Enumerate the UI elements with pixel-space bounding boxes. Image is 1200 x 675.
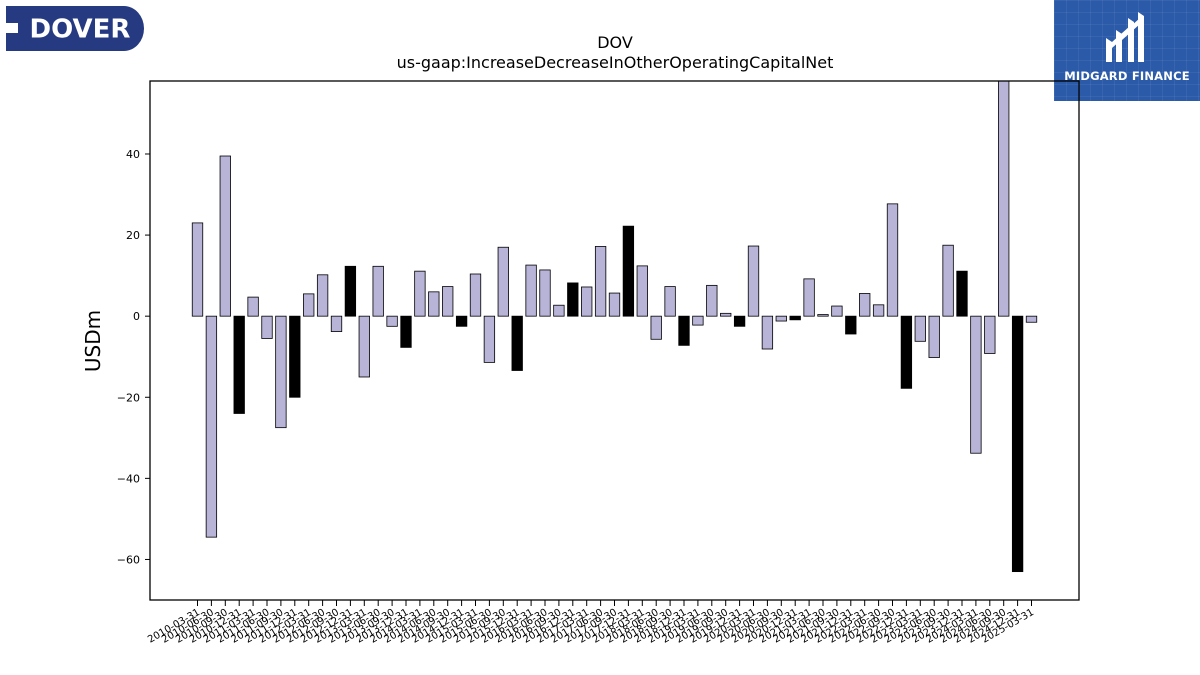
bar — [664, 286, 676, 317]
bar — [747, 245, 760, 317]
bar — [400, 315, 412, 348]
bar — [720, 312, 732, 317]
bar — [567, 282, 579, 317]
bar — [483, 315, 496, 363]
bar — [1011, 315, 1024, 573]
bar — [469, 273, 482, 317]
x-axis-ticks: 2010-03-312010-06-302010-09-302010-12-31… — [146, 600, 1036, 646]
bar — [678, 315, 690, 346]
bar — [886, 203, 899, 317]
bar — [497, 246, 509, 317]
bar — [525, 264, 537, 317]
bar — [303, 293, 315, 317]
y-tick-label: −60 — [117, 553, 140, 566]
bar — [330, 315, 343, 332]
bar — [817, 314, 829, 317]
y-tick-label: −40 — [117, 472, 140, 485]
bar — [581, 286, 593, 317]
bar — [414, 270, 426, 317]
bar — [191, 222, 204, 317]
bars-group — [191, 80, 1038, 573]
bar — [789, 315, 801, 321]
chart-subtitle: us-gaap:IncreaseDecreaseInOtherOperating… — [397, 53, 834, 72]
bar — [872, 304, 885, 317]
bar — [706, 284, 718, 317]
midgard-emblem-icon — [1106, 12, 1144, 62]
dover-logo-notch — [6, 23, 18, 33]
bar — [900, 315, 913, 389]
bar — [733, 315, 746, 327]
bar — [775, 315, 787, 322]
bar — [1025, 315, 1038, 323]
bar — [859, 293, 871, 317]
bar — [942, 244, 954, 317]
bar — [247, 296, 259, 317]
bar — [956, 270, 968, 317]
bar — [511, 315, 523, 371]
y-tick-label: −20 — [117, 391, 140, 404]
bar — [539, 269, 551, 317]
bar — [553, 304, 565, 317]
y-tick-label: 20 — [126, 229, 140, 242]
bar — [233, 315, 245, 414]
bar — [608, 292, 621, 317]
y-tick-label: 0 — [133, 310, 140, 323]
midgard-finance-logo: MIDGARD FINANCE — [1054, 0, 1200, 101]
bar — [622, 225, 635, 317]
bar — [970, 315, 982, 454]
bar — [914, 315, 926, 342]
bar — [455, 315, 468, 327]
bar — [636, 265, 648, 317]
bar — [984, 315, 996, 354]
bar — [316, 274, 329, 317]
dover-logo: DOVER — [6, 6, 144, 51]
y-axis-label: USDm — [81, 310, 105, 372]
bar — [594, 246, 607, 317]
bar — [761, 315, 774, 350]
bar — [650, 315, 662, 340]
bar — [261, 315, 273, 339]
bar — [831, 305, 843, 317]
bar — [442, 286, 454, 317]
bar — [845, 315, 857, 335]
bar — [803, 278, 815, 317]
dover-logo-shape — [6, 6, 144, 51]
midgard-finance-name: MIDGARD FINANCE — [1064, 69, 1190, 83]
bar — [428, 291, 440, 317]
bar — [358, 315, 370, 378]
bar — [205, 315, 218, 538]
bar — [344, 265, 357, 317]
y-tick-label: 40 — [126, 148, 140, 161]
bar — [386, 315, 398, 327]
plot-frame — [149, 80, 1080, 601]
bar — [692, 315, 704, 326]
bar — [372, 265, 384, 317]
dover-logo-text: DOVER — [30, 15, 131, 45]
bar — [275, 315, 287, 429]
chart-title: DOV — [597, 33, 633, 52]
bar — [928, 315, 940, 358]
y-axis-ticks: −60 −40 −20 0 20 40 — [117, 148, 150, 566]
bar — [289, 315, 301, 398]
bar — [219, 155, 231, 317]
bar — [998, 80, 1010, 317]
